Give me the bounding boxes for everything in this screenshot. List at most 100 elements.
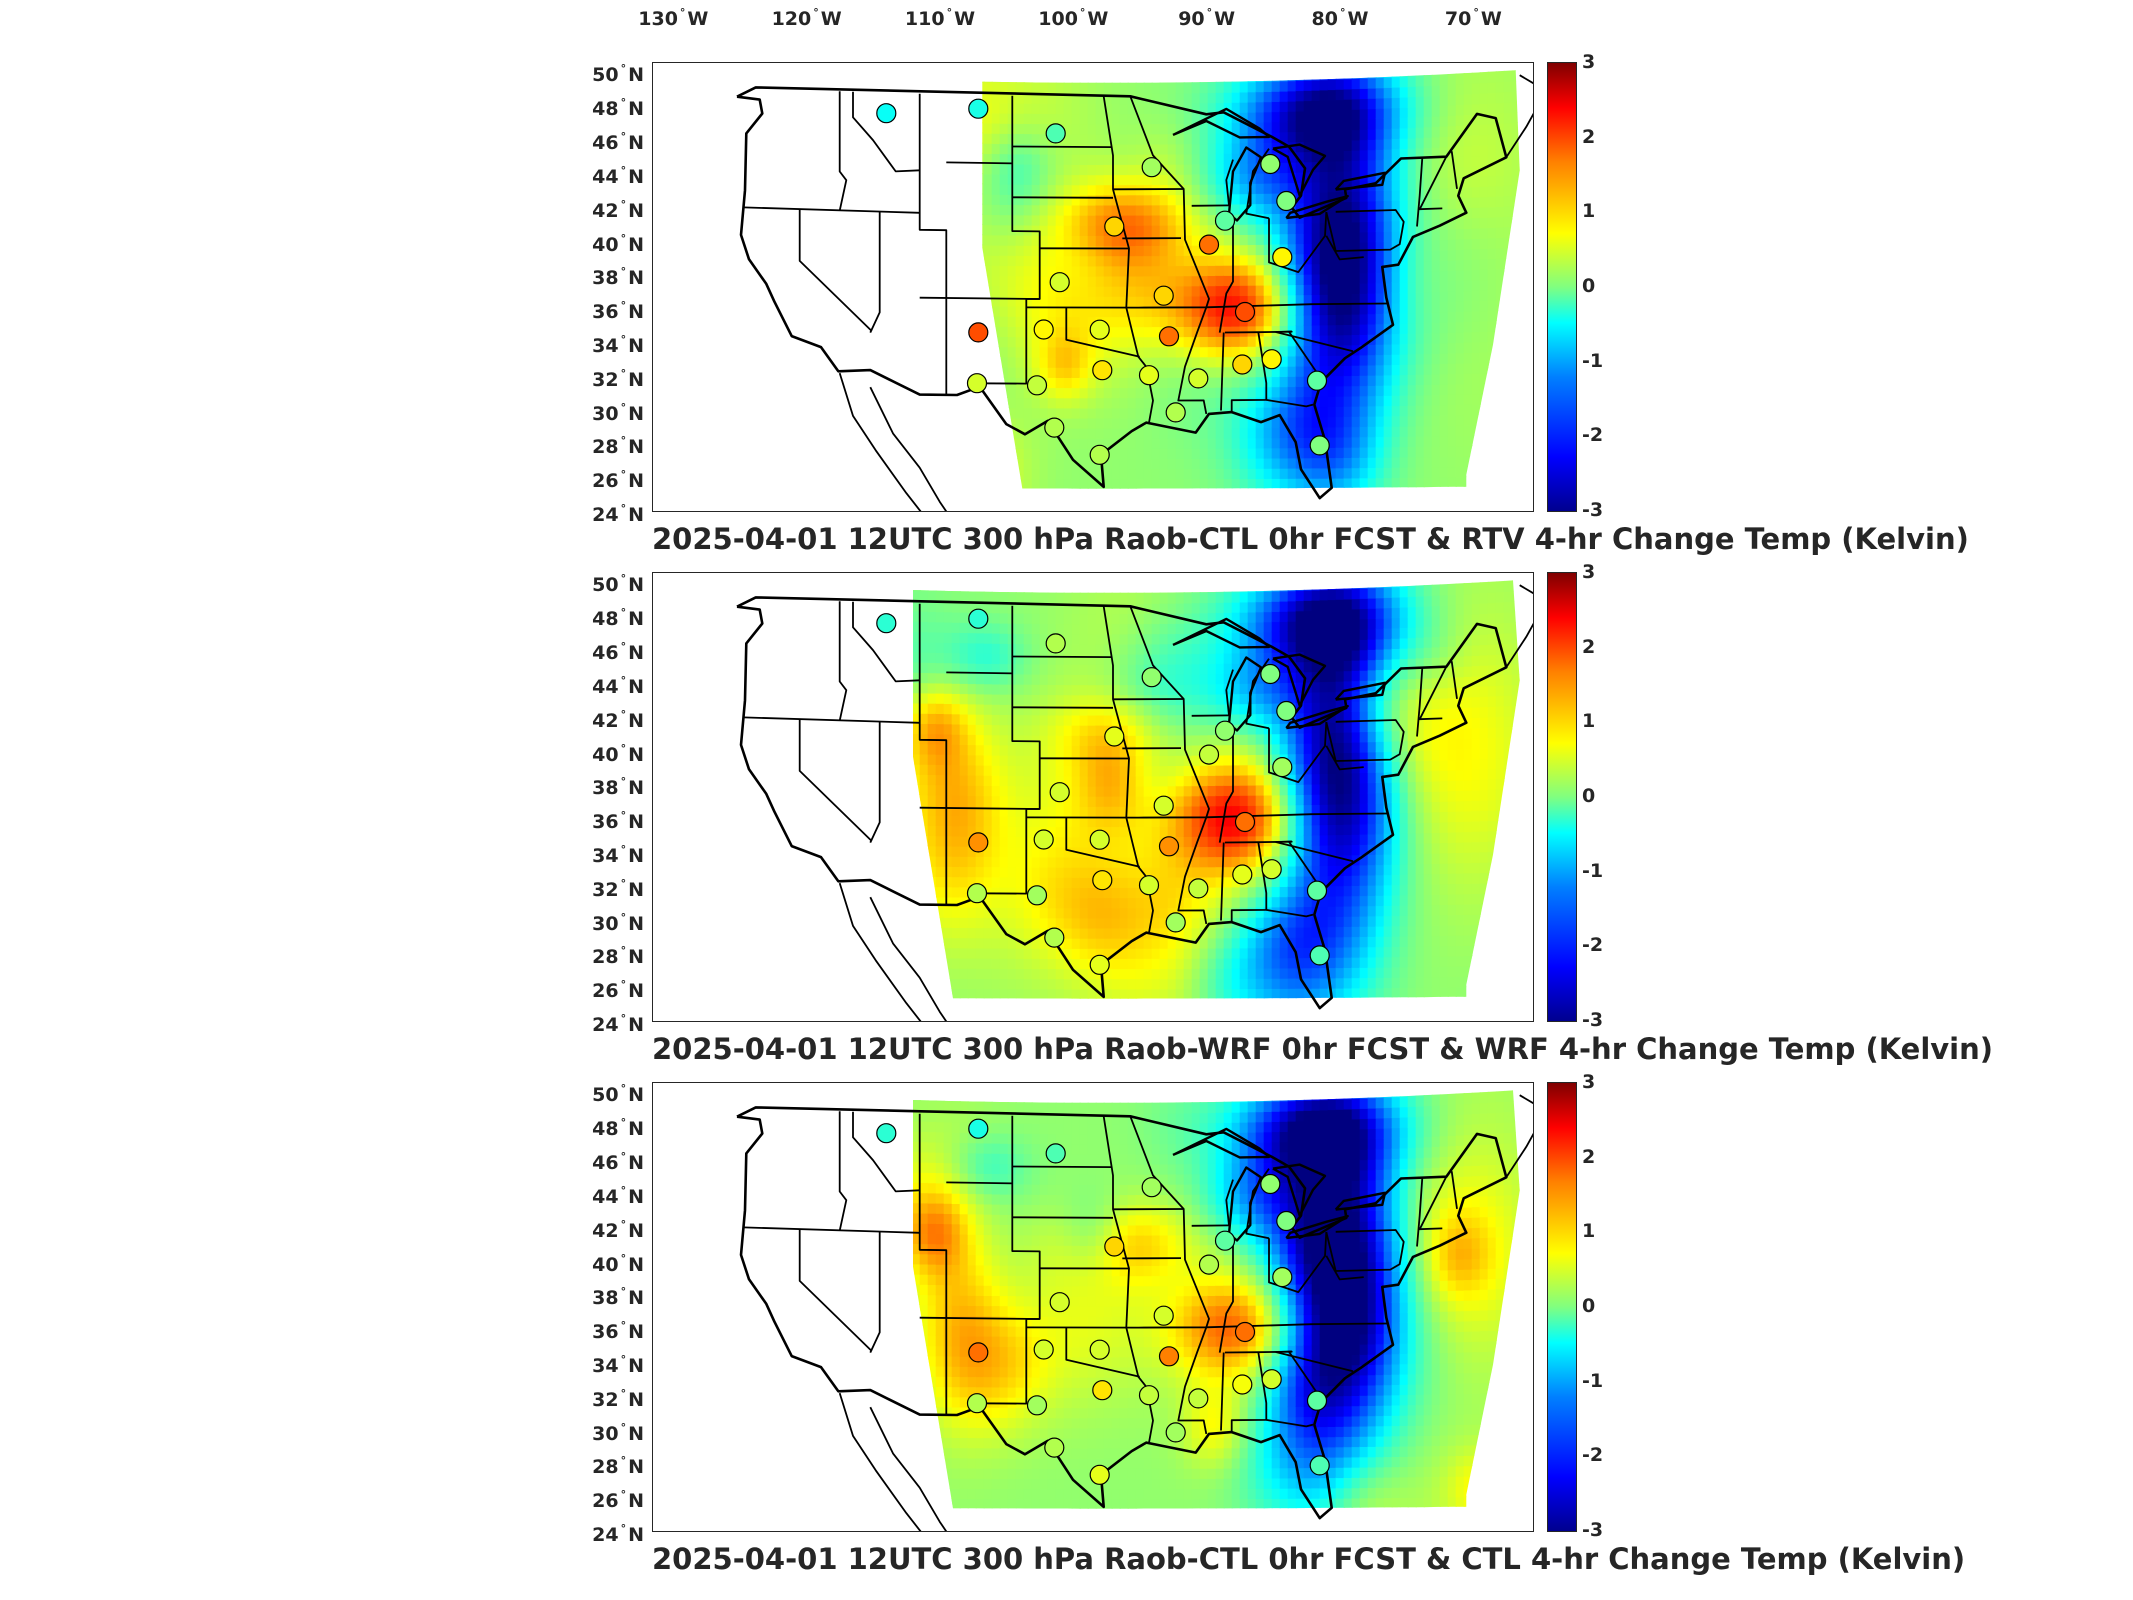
latitude-tick-label: 36 ° N xyxy=(592,299,644,324)
raob-station-marker xyxy=(1104,726,1125,747)
longitude-tick-label: 130 ° W xyxy=(638,6,709,30)
raob-station-marker xyxy=(1165,912,1186,933)
latitude-tick-label: 42 ° N xyxy=(592,707,644,732)
raob-station-marker xyxy=(1141,1177,1162,1198)
raob-station-marker xyxy=(1234,301,1256,323)
colorbar-tick-label: 0 xyxy=(1582,275,1596,297)
panel-title: 2025-04-01 12UTC 300 hPa Raob-CTL 0hr FC… xyxy=(652,522,1969,556)
raob-station-marker xyxy=(1089,1464,1110,1485)
raob-station-marker xyxy=(1049,782,1070,803)
latitude-tick-label: 24 ° N xyxy=(592,502,644,526)
colorbar xyxy=(1547,572,1577,1022)
panel-title: 2025-04-01 12UTC 300 hPa Raob-CTL 0hr FC… xyxy=(652,1542,1966,1576)
raob-station-marker xyxy=(1309,1455,1330,1476)
raob-station-marker xyxy=(1033,319,1054,340)
raob-station-marker xyxy=(1089,829,1110,850)
raob-station-marker xyxy=(1272,757,1293,778)
raob-station-marker xyxy=(1045,123,1066,144)
latitude-tick-label: 30 ° N xyxy=(592,910,644,935)
raob-station-marker xyxy=(968,1342,989,1363)
raob-station-marker xyxy=(968,608,989,629)
colorbar-tick-label: -1 xyxy=(1582,859,1604,882)
raob-station-marker xyxy=(968,1118,989,1139)
raob-station-marker xyxy=(968,832,989,853)
raob-station-marker xyxy=(968,322,989,343)
state-borders xyxy=(736,584,1533,1021)
colorbar-tick-label: 0 xyxy=(1582,1295,1596,1317)
latitude-tick-label: 36 ° N xyxy=(592,809,644,834)
longitude-tick-label: 70 ° W xyxy=(1444,6,1502,30)
colorbar-tick-label: 1 xyxy=(1582,200,1596,223)
raob-station-marker xyxy=(1214,1230,1236,1251)
raob-station-marker xyxy=(1044,927,1065,948)
colorbar-tick-label: 1 xyxy=(1582,1220,1596,1243)
raob-station-marker xyxy=(1033,1339,1054,1360)
raob-station-marker xyxy=(1234,1321,1256,1343)
temperature-change-map xyxy=(736,580,1533,1021)
latitude-tick-label: 48 ° N xyxy=(592,1116,644,1141)
latitude-tick-label: 32 ° N xyxy=(592,366,644,391)
raob-station-marker xyxy=(1045,1143,1066,1164)
colorbar-tick-label: 0 xyxy=(1582,785,1596,807)
colorbar-tick-label: -2 xyxy=(1582,424,1604,447)
latitude-tick-label: 26 ° N xyxy=(592,468,644,493)
raob-station-marker xyxy=(1272,1267,1293,1288)
raob-station-marker xyxy=(1165,402,1186,423)
colorbar-tick-label: 3 xyxy=(1582,51,1596,73)
raob-station-marker xyxy=(1188,878,1209,899)
raob-station-marker xyxy=(1188,1388,1209,1409)
raob-station-marker xyxy=(1260,663,1281,685)
raob-station-marker xyxy=(1092,870,1113,891)
latitude-tick-label: 50 ° N xyxy=(592,62,644,87)
longitude-tick-label: 100 ° W xyxy=(1038,6,1109,30)
raob-station-marker xyxy=(1138,1385,1160,1406)
colorbar-tick-label: -3 xyxy=(1582,499,1604,521)
raob-station-marker xyxy=(968,98,989,119)
temperature-change-map xyxy=(736,1090,1533,1531)
colorbar xyxy=(1547,62,1577,512)
state-borders xyxy=(736,1094,1533,1531)
colorbar-tick-label: -3 xyxy=(1582,1519,1604,1541)
latitude-tick-label: 50 ° N xyxy=(592,1082,644,1107)
latitude-tick-label: 48 ° N xyxy=(592,96,644,121)
raob-station-marker xyxy=(1092,360,1113,381)
map-plot-area xyxy=(652,1082,1534,1532)
latitude-tick-label: 24 ° N xyxy=(592,1012,644,1036)
raob-stations xyxy=(876,608,1330,975)
latitude-tick-label: 40 ° N xyxy=(592,1251,644,1276)
longitude-tick-label: 120 ° W xyxy=(771,6,842,30)
raob-station-marker xyxy=(1049,1292,1070,1313)
latitude-tick-label: 32 ° N xyxy=(592,876,644,901)
raob-station-marker xyxy=(966,373,988,394)
raob-station-marker xyxy=(1276,1210,1297,1232)
latitude-tick-label: 50 ° N xyxy=(592,572,644,597)
raob-station-marker xyxy=(1276,700,1297,722)
raob-station-marker xyxy=(1261,1369,1282,1390)
raob-station-marker xyxy=(1198,744,1220,765)
raob-station-marker xyxy=(966,1393,988,1414)
raob-station-marker xyxy=(1092,1380,1113,1401)
raob-station-marker xyxy=(1158,836,1180,857)
raob-station-marker xyxy=(1214,210,1236,231)
temperature-field xyxy=(913,580,1520,999)
raob-station-marker xyxy=(1044,417,1065,438)
latitude-tick-label: 46 ° N xyxy=(592,640,644,665)
latitude-tick-label: 26 ° N xyxy=(592,978,644,1003)
raob-station-marker xyxy=(1104,1236,1125,1257)
raob-station-marker xyxy=(876,103,897,124)
raob-station-marker xyxy=(1272,247,1293,268)
latitude-tick-label: 28 ° N xyxy=(592,1454,644,1479)
latitude-tick-label: 38 ° N xyxy=(592,265,644,290)
raob-station-marker xyxy=(1232,354,1253,375)
colorbar xyxy=(1547,1082,1577,1532)
raob-station-marker xyxy=(1260,1173,1281,1195)
latitude-tick-label: 34 ° N xyxy=(592,842,644,867)
latitude-tick-label: 28 ° N xyxy=(592,944,644,969)
raob-station-marker xyxy=(1089,954,1110,975)
latitude-tick-label: 32 ° N xyxy=(592,1386,644,1411)
raob-station-marker xyxy=(1306,1390,1328,1411)
raob-station-marker xyxy=(1138,365,1160,386)
raob-station-marker xyxy=(1198,1254,1220,1275)
raob-station-marker xyxy=(1306,880,1328,901)
raob-station-marker xyxy=(1232,864,1253,885)
